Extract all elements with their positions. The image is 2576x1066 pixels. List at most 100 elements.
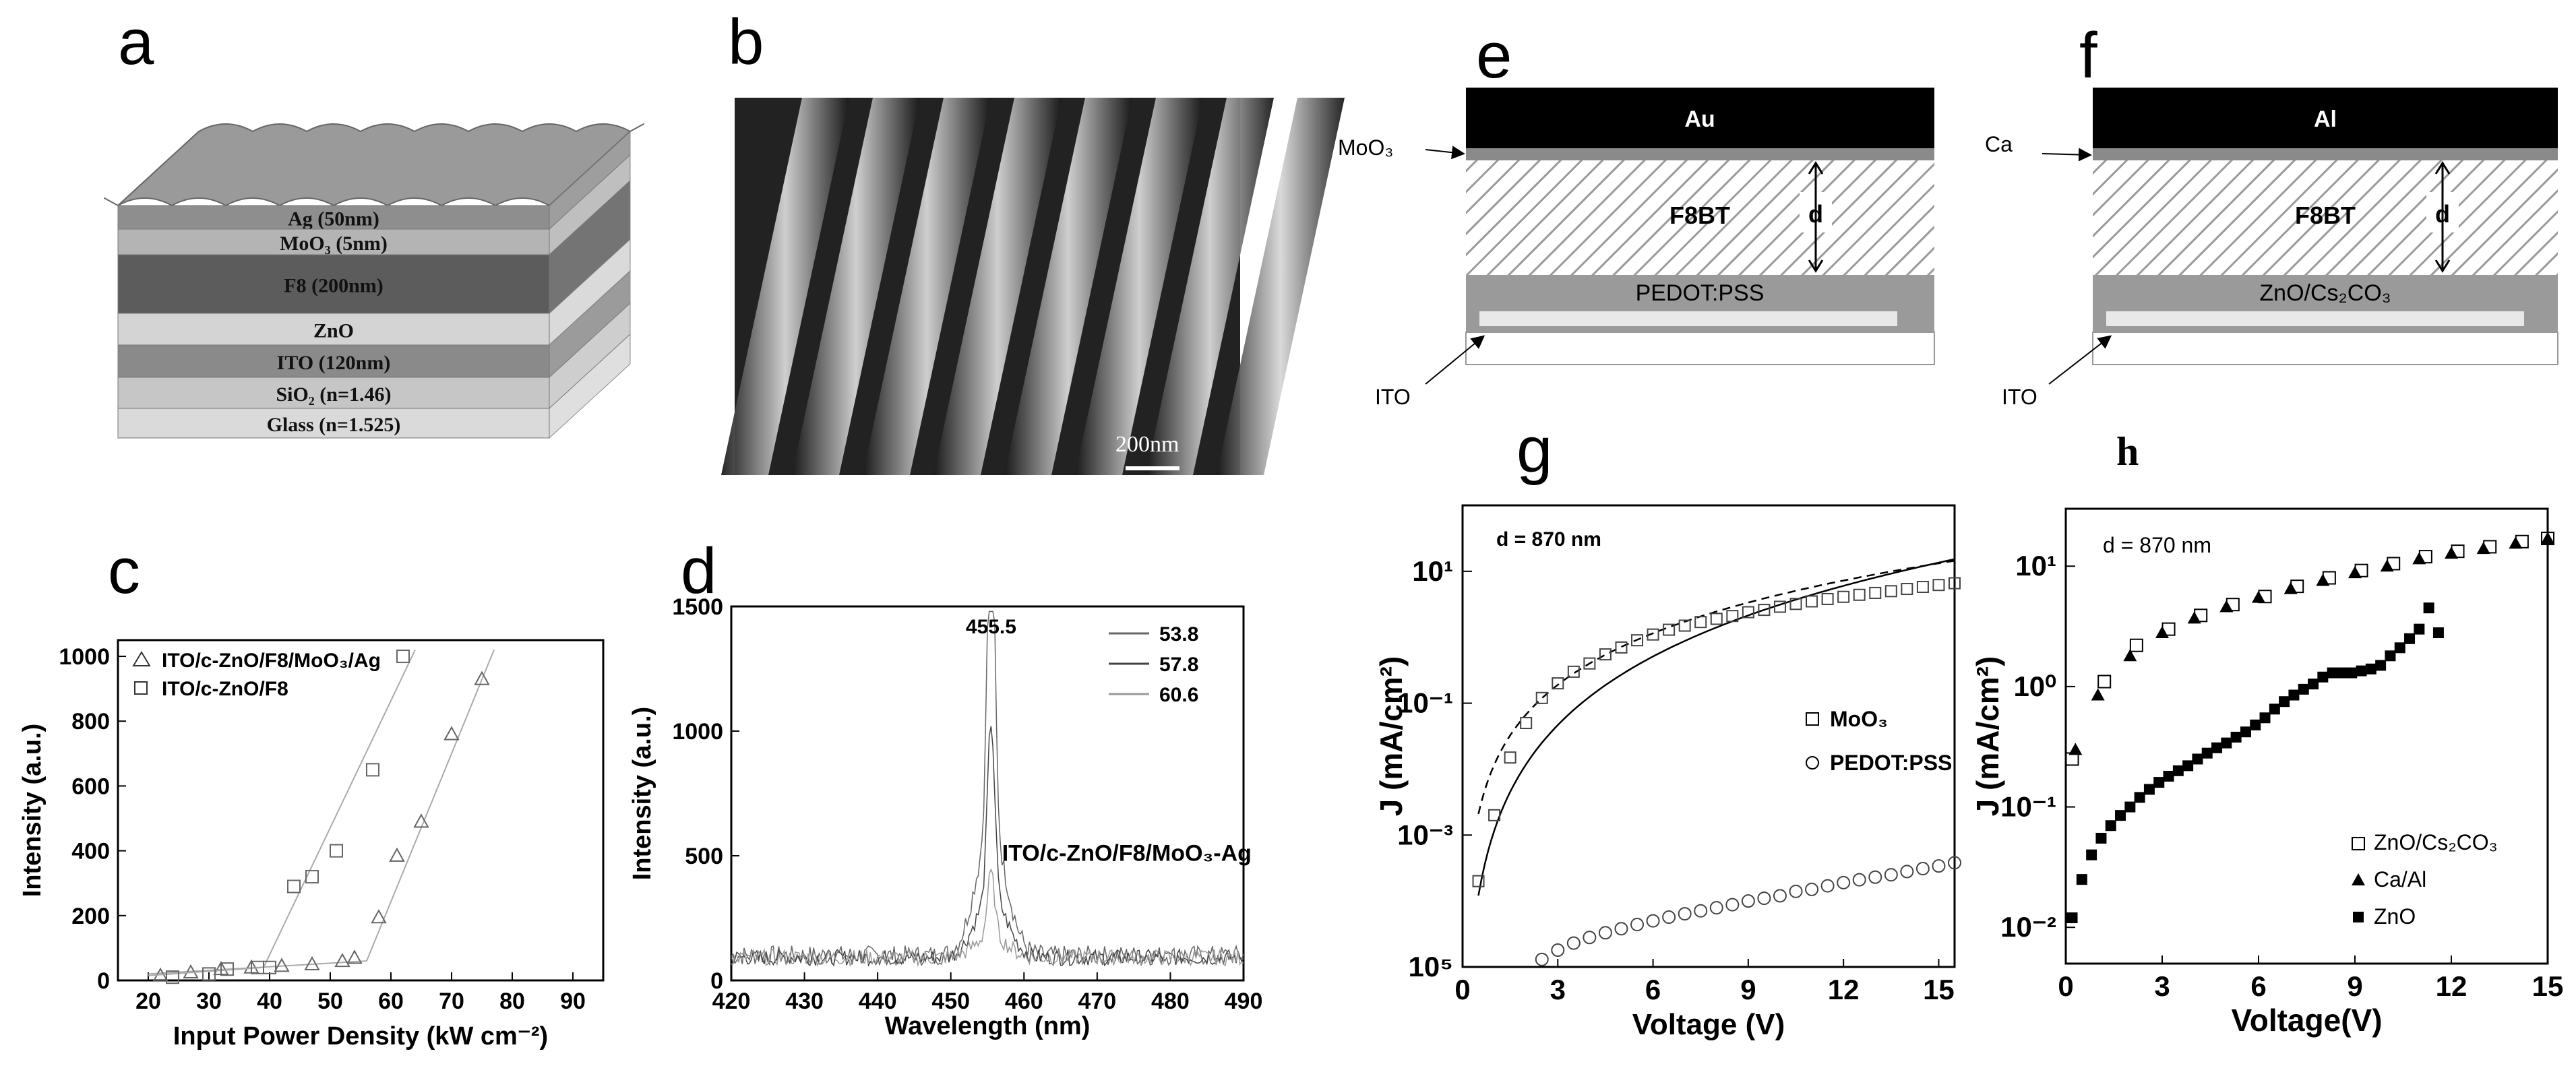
data-point-square (1535, 691, 1548, 704)
data-point-filled-square (2076, 874, 2087, 885)
layer-label: Ag (50nm) (288, 208, 379, 230)
data-point-square (1916, 581, 1929, 594)
fit-line (148, 966, 264, 976)
y-tick-label: 400 (71, 839, 110, 865)
afm-ridge (721, 98, 849, 475)
x-tick-label: 70 (439, 989, 464, 1014)
x-tick-label: 80 (499, 989, 525, 1014)
data-point-triangle (2476, 542, 2490, 555)
f-ito-label: ITO (2002, 385, 2037, 409)
legend-marker (1806, 712, 1819, 726)
device-e-diagram: Au F8BT d PEDOT:PSS MoO₃ ITO (1338, 88, 1935, 409)
f-left-label: Ca (1985, 132, 2013, 156)
data-point-square (1567, 665, 1580, 678)
data-point-filled-square (2404, 633, 2416, 644)
x-axis-label: Input Power Density (kW cm⁻²) (173, 1022, 548, 1051)
data-point-filled-square (2250, 719, 2261, 730)
data-point-circle (1662, 910, 1676, 924)
f-top-label: Al (2314, 106, 2337, 132)
legend-marker (2352, 873, 2365, 885)
data-point-circle (1884, 868, 1898, 882)
legend-label: ITO/c-ZnO/F8 (162, 678, 288, 700)
data-point-circle (1646, 914, 1660, 928)
chart-d: 420 430 440 450 460 470 480 490 0 500 1000 1500 Wave… (628, 594, 1262, 1040)
data-point-triangle (334, 953, 350, 968)
data-point-square (1599, 648, 1612, 661)
y-tick-label: 10⁻³ (1397, 819, 1453, 850)
data-point-filled-square (2317, 671, 2329, 683)
e-ito-label: ITO (1375, 385, 1411, 409)
data-point-triangle (443, 726, 460, 741)
legend-label: ZnO/Cs₂CO₃ (2374, 830, 2498, 854)
data-point-triangle (474, 670, 490, 685)
y-tick-label: 800 (71, 709, 110, 734)
data-point-filled-square (2095, 832, 2107, 844)
x-tick-label: 480 (1151, 989, 1190, 1014)
legend-marker (132, 651, 151, 666)
chart-g: 0 3 6 9 12 15 10⁵ 10⁻³ 10⁻¹ 10¹ Voltage (V) J (mA/c… (1374, 504, 1961, 1041)
x-tick-label: 0 (1454, 974, 1470, 1005)
scale-bar-label: 200nm (1115, 432, 1179, 457)
y-tick-label: 10¹ (2015, 550, 2056, 582)
data-point-triangle (2283, 582, 2298, 594)
data-point-circle (1709, 901, 1723, 915)
x-tick-label: 50 (317, 989, 343, 1014)
x-tick-label: 3 (1550, 974, 1566, 1005)
data-point-circle (1915, 862, 1930, 876)
data-point-circle (1535, 952, 1549, 966)
data-point-circle (1598, 926, 1612, 940)
layer-front (117, 408, 550, 439)
data-point-triangle (2252, 590, 2265, 603)
layer-front (117, 228, 550, 255)
chart-h: 0 3 6 9 12 15 10⁻² 10⁻¹ 10⁰ 10¹ Voltage(V) J (mA/cm… (1970, 507, 2563, 1038)
peak-label: 455.5 (966, 616, 1016, 638)
data-point-triangle (2155, 626, 2169, 639)
legend-marker (134, 681, 148, 695)
y-tick-label: 10¹ (1412, 555, 1453, 587)
layer-label: ZnO (313, 320, 354, 342)
data-point-triangle (2541, 532, 2554, 544)
y-tick-label: 1000 (672, 719, 723, 745)
spectrum-line (731, 868, 1244, 968)
data-point-square (202, 967, 216, 981)
data-point-triangle (2219, 600, 2234, 613)
data-point-triangle (304, 955, 320, 970)
data-point-square (1583, 657, 1596, 670)
fit-line (263, 649, 416, 968)
spectrum-annotation: ITO/c-ZnO/F8/MoO₃-Ag (1002, 840, 1252, 866)
afm-ridge (1146, 98, 1274, 475)
afm-ridge (1004, 98, 1132, 475)
data-point-filled-square (2414, 623, 2425, 635)
x-tick-label: 9 (2347, 970, 2362, 1002)
data-point-filled-square (2394, 642, 2405, 654)
y-tick-label: 10⁵ (1409, 951, 1453, 982)
e-left-label: MoO₃ (1338, 135, 1393, 160)
data-point-circle (1868, 870, 1882, 884)
data-point-filled-square (2327, 667, 2338, 679)
x-tick-label: 20 (135, 989, 161, 1014)
x-tick-label: 0 (2058, 970, 2073, 1002)
x-tick-label: 60 (378, 989, 404, 1014)
panel-letter-d: d (681, 535, 716, 607)
legend-label: 57.8 (1159, 654, 1198, 676)
data-point-filled-square (2182, 760, 2194, 772)
x-tick-label: 460 (1005, 989, 1043, 1014)
data-point-circle (1630, 918, 1645, 932)
data-point-square (166, 970, 179, 984)
data-point-square (1821, 592, 1834, 605)
afm-ridge (863, 98, 991, 475)
e-bottom-label: PEDOT:PSS (1636, 280, 1765, 306)
data-point-filled-square (2115, 810, 2126, 821)
data-point-square (1789, 598, 1802, 610)
plot-frame (2064, 507, 2549, 965)
layer-front (117, 344, 550, 378)
data-point-triangle (2348, 566, 2362, 579)
data-point-triangle (183, 964, 199, 978)
data-point-circle (1789, 884, 1803, 898)
data-point-triangle (2412, 552, 2426, 565)
data-point-triangle (389, 847, 405, 862)
data-point-filled-square (2308, 679, 2319, 690)
data-point-square (1678, 619, 1691, 632)
data-point-filled-square (2221, 737, 2232, 749)
panel-letter-b: b (728, 6, 764, 78)
